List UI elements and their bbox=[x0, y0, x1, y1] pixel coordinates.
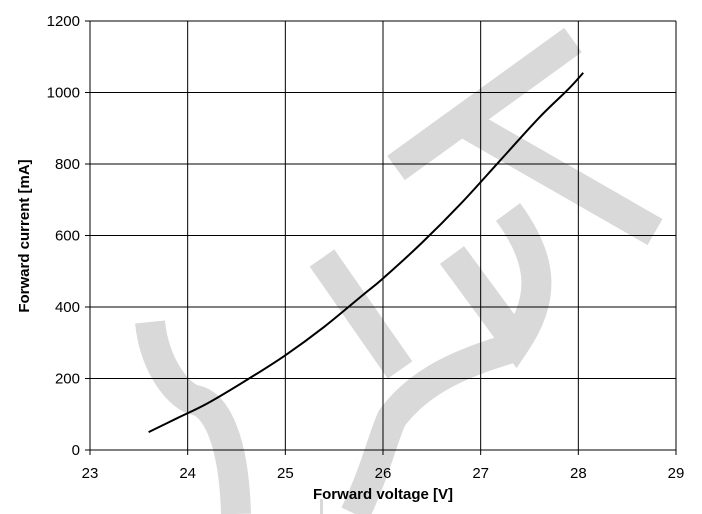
series-line bbox=[148, 72, 584, 434]
x-tick-label: 28 bbox=[570, 465, 587, 482]
watermark-letter-u bbox=[309, 203, 552, 514]
x-tick-label: 27 bbox=[472, 465, 489, 482]
tick-labels: 23 24 25 26 27 28 29 0 200 400 600 800 1000 1200 bbox=[47, 13, 685, 482]
watermark-logo bbox=[135, 27, 663, 514]
y-tick-label: 800 bbox=[55, 156, 80, 173]
y-tick-label: 0 bbox=[72, 442, 80, 459]
y-axis-title: Forward current [mA] bbox=[16, 159, 33, 312]
y-tick-label: 200 bbox=[55, 371, 80, 388]
y-tick-label: 600 bbox=[55, 228, 80, 245]
x-tick-label: 23 bbox=[82, 465, 99, 482]
x-tick-label: 25 bbox=[277, 465, 294, 482]
series-layer bbox=[148, 72, 584, 434]
grid bbox=[85, 20, 677, 455]
x-tick-label: 24 bbox=[179, 465, 196, 482]
x-axis-title: Forward voltage [V] bbox=[313, 486, 453, 503]
x-tick-label: 29 bbox=[668, 465, 685, 482]
y-tick-label: 400 bbox=[55, 299, 80, 316]
x-tick-label: 26 bbox=[375, 465, 392, 482]
watermark-letter-t bbox=[387, 27, 663, 246]
watermark-letter-o bbox=[135, 319, 251, 514]
y-tick-label: 1200 bbox=[47, 13, 80, 30]
y-tick-label: 1000 bbox=[47, 85, 80, 102]
